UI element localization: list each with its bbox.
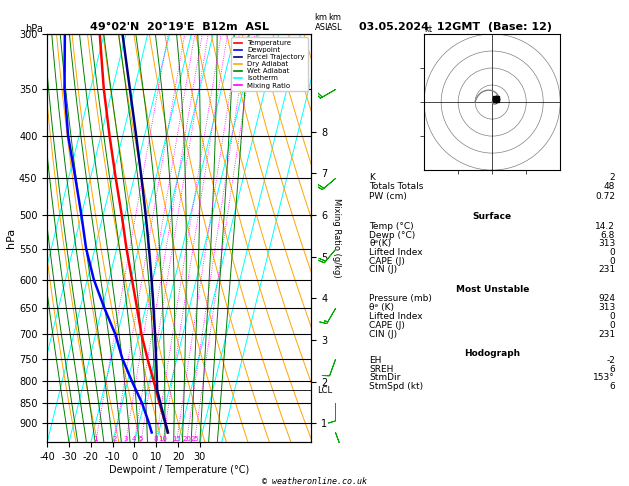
Text: StmDir: StmDir [369,373,401,382]
Text: 0: 0 [610,321,615,330]
Text: Temp (°C): Temp (°C) [369,222,414,231]
Text: LCL: LCL [316,386,331,395]
Text: 153°: 153° [593,373,615,382]
Text: kt: kt [424,25,432,34]
Text: Dewp (°C): Dewp (°C) [369,231,416,240]
Title: 49°02'N  20°19'E  B12m  ASL: 49°02'N 20°19'E B12m ASL [90,22,269,32]
Text: StmSpd (kt): StmSpd (kt) [369,382,423,391]
Text: PW (cm): PW (cm) [369,191,407,201]
Legend: Temperature, Dewpoint, Parcel Trajectory, Dry Adiabat, Wet Adiabat, Isotherm, Mi: Temperature, Dewpoint, Parcel Trajectory… [231,37,308,91]
Text: θᵊ (K): θᵊ (K) [369,303,394,312]
Text: Lifted Index: Lifted Index [369,248,423,257]
Text: 6.8: 6.8 [601,231,615,240]
Text: Totals Totals: Totals Totals [369,182,423,191]
Text: 10: 10 [159,436,167,442]
Text: 6: 6 [610,382,615,391]
Text: 14.2: 14.2 [595,222,615,231]
Text: 231: 231 [598,330,615,339]
Text: © weatheronline.co.uk: © weatheronline.co.uk [262,477,367,486]
Text: 25: 25 [190,436,199,442]
Text: 48: 48 [604,182,615,191]
Text: 8: 8 [153,436,158,442]
Text: 313: 313 [598,303,615,312]
Text: hPa: hPa [25,24,43,34]
X-axis label: Dewpoint / Temperature (°C): Dewpoint / Temperature (°C) [109,465,249,475]
Text: 5: 5 [139,436,143,442]
Text: Most Unstable: Most Unstable [455,285,529,294]
Text: 313: 313 [598,239,615,248]
Text: km
ASL: km ASL [327,13,343,32]
Text: CAPE (J): CAPE (J) [369,321,405,330]
Text: 3: 3 [123,436,128,442]
Text: Surface: Surface [472,212,512,221]
Text: 03.05.2024  12GMT  (Base: 12): 03.05.2024 12GMT (Base: 12) [359,21,552,32]
Text: 15: 15 [172,436,181,442]
Text: CIN (J): CIN (J) [369,265,398,274]
Text: Pressure (mb): Pressure (mb) [369,294,432,303]
Text: km
ASL: km ASL [314,13,330,32]
Text: 1: 1 [94,436,98,442]
Text: 2: 2 [112,436,116,442]
Text: CAPE (J): CAPE (J) [369,257,405,266]
Text: 0: 0 [610,248,615,257]
Text: -2: -2 [606,356,615,365]
Text: K: K [369,173,375,182]
Y-axis label: Mixing Ratio (g/kg): Mixing Ratio (g/kg) [332,198,341,278]
Text: 6: 6 [610,364,615,374]
Text: SREH: SREH [369,364,394,374]
Text: 0: 0 [610,257,615,266]
Text: 924: 924 [598,294,615,303]
Y-axis label: hPa: hPa [6,228,16,248]
Text: Hodograph: Hodograph [464,349,520,359]
Text: 4: 4 [132,436,136,442]
Text: 2: 2 [610,173,615,182]
Text: 20: 20 [182,436,191,442]
Text: 0: 0 [610,312,615,321]
Text: 231: 231 [598,265,615,274]
Text: Lifted Index: Lifted Index [369,312,423,321]
Text: 0.72: 0.72 [595,191,615,201]
Text: EH: EH [369,356,382,365]
Text: θᵊ(K): θᵊ(K) [369,239,391,248]
Text: CIN (J): CIN (J) [369,330,398,339]
